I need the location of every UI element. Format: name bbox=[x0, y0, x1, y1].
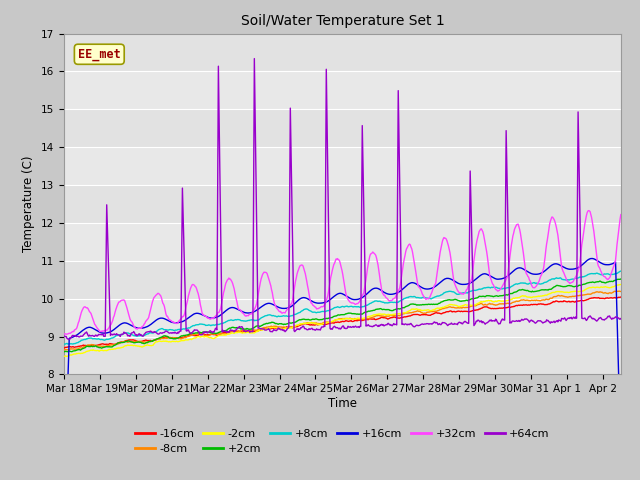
Bar bbox=[64, 185, 621, 223]
Title: Soil/Water Temperature Set 1: Soil/Water Temperature Set 1 bbox=[241, 14, 444, 28]
Bar bbox=[64, 109, 621, 147]
Text: EE_met: EE_met bbox=[78, 48, 121, 61]
Legend: -16cm, -8cm, -2cm, +2cm, +8cm, +16cm, +32cm, +64cm: -16cm, -8cm, -2cm, +2cm, +8cm, +16cm, +3… bbox=[131, 424, 554, 459]
Bar bbox=[64, 34, 621, 72]
Bar bbox=[64, 261, 621, 299]
Bar bbox=[64, 336, 621, 374]
Y-axis label: Temperature (C): Temperature (C) bbox=[22, 156, 35, 252]
X-axis label: Time: Time bbox=[328, 397, 357, 410]
